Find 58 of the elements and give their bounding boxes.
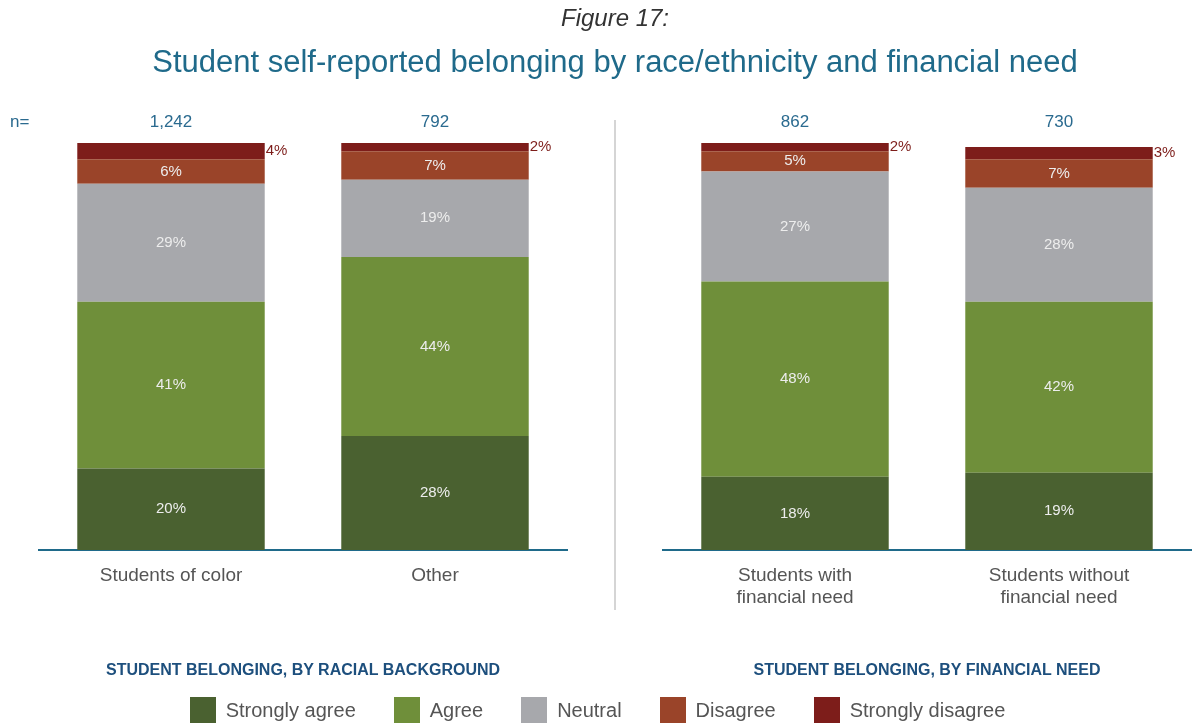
data-label: 19% (1043, 501, 1075, 519)
legend-label: Strongly agree (225, 698, 356, 722)
data-label: 20% (155, 499, 187, 517)
data-label: 7% (1048, 163, 1070, 181)
legend-label: Disagree (695, 698, 776, 722)
x-tick-label: Students with financial need (736, 563, 854, 608)
x-axis-title: STUDENT BELONGING, BY FINANCIAL NEED (753, 660, 1101, 678)
legend-label: Strongly disagree (849, 698, 1006, 722)
data-label: 42% (1043, 377, 1075, 395)
text: 792 (420, 111, 450, 131)
text: 862 (780, 111, 810, 131)
data-label: 7% (424, 155, 446, 173)
bar (341, 436, 529, 550)
bar (965, 301, 1153, 473)
data-label: 2% (529, 137, 552, 155)
bar (965, 472, 1153, 550)
data-label: 28% (419, 483, 451, 501)
bar (77, 301, 265, 469)
data-label: 18% (779, 503, 811, 521)
bar (341, 143, 529, 152)
text: 730 (1044, 111, 1074, 131)
data-label: 6% (160, 161, 182, 179)
data-label: 19% (419, 208, 451, 226)
data-label: 5% (784, 151, 806, 169)
bar (965, 159, 1153, 188)
bar (965, 147, 1153, 160)
bar (701, 151, 889, 172)
data-label: 27% (779, 216, 811, 234)
data-label: 29% (155, 232, 187, 250)
bar (701, 171, 889, 282)
x-tick-label: Other (411, 563, 460, 585)
chart-subtitle: Student self-reported belonging by race/ethnicity and financial need (151, 44, 1079, 80)
bar (341, 151, 529, 180)
x-axis-title: STUDENT BELONGING, BY RACIAL BACKGROUND (105, 660, 501, 678)
data-label: 41% (155, 375, 187, 393)
text: 1,242 (149, 111, 193, 131)
bar (701, 281, 889, 477)
bar (701, 143, 889, 152)
chart-title: Figure 17: (559, 4, 671, 32)
data-label: 3% (1153, 143, 1176, 161)
data-label: 28% (1043, 234, 1075, 252)
legend-label: Neutral (557, 698, 622, 722)
bar (77, 143, 265, 160)
bar (341, 256, 529, 437)
bar (77, 159, 265, 184)
text: n= (10, 111, 30, 131)
bar (77, 183, 265, 302)
data-label: 2% (889, 137, 912, 155)
bar (965, 187, 1153, 302)
data-label: 48% (779, 369, 811, 387)
legend-label: Agree (429, 698, 484, 722)
data-label: 4% (265, 141, 288, 159)
bar (341, 179, 529, 257)
bar (701, 476, 889, 550)
data-label: 44% (419, 336, 451, 354)
x-tick-label: Students without financial need (988, 563, 1130, 608)
bar (77, 468, 265, 550)
x-tick-label: Students of color (99, 563, 243, 585)
